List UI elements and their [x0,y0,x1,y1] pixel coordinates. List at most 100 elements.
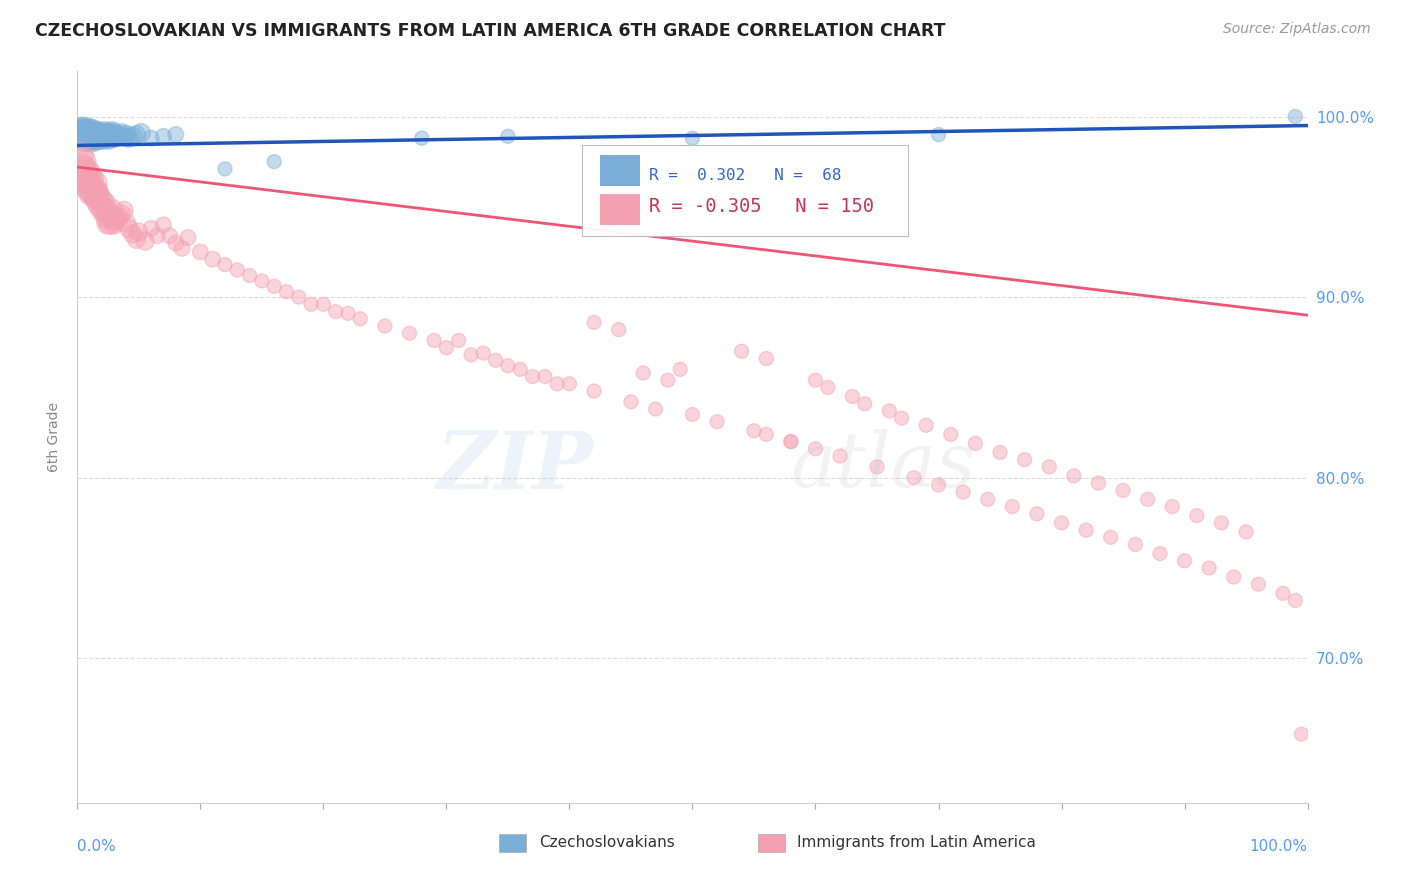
Point [915,418,938,433]
Point [620,395,643,409]
Text: Czechoslovakians: Czechoslovakians [538,835,675,849]
Point [75,131,97,145]
Point [73,163,96,178]
Point [76,126,98,140]
Point [70,160,93,174]
Point [1050,516,1073,530]
Point [485,353,508,368]
Point [100,216,122,230]
Point [94,203,117,218]
Point [1076,523,1098,537]
Point [1223,570,1246,584]
Point [939,427,962,442]
Point [1099,530,1122,544]
Point [952,485,974,500]
Bar [499,834,526,852]
Point [349,311,371,326]
Point [90,131,114,145]
Point [101,126,124,140]
Point [111,207,132,221]
Point [105,129,128,144]
Point [1284,593,1306,607]
Point [146,228,169,243]
Point [817,380,839,394]
Point [115,216,138,230]
Point [804,442,827,456]
Point [903,471,925,485]
Point [129,126,153,140]
Point [115,128,138,142]
Point [928,128,950,142]
Point [1198,561,1220,575]
Text: R = -0.305   N = 150: R = -0.305 N = 150 [650,196,875,216]
Point [165,235,187,250]
Point [121,227,143,241]
Point [134,234,156,248]
Point [1125,537,1147,551]
Point [83,129,105,144]
Point [79,128,101,142]
Point [86,126,108,140]
Point [682,408,704,422]
Point [436,341,458,355]
Point [75,172,97,186]
Point [84,191,107,205]
Point [288,290,311,304]
Point [1026,507,1049,521]
Point [101,211,124,225]
Point [90,200,112,214]
Point [103,218,125,232]
Point [1174,554,1197,568]
Point [165,128,187,142]
Point [374,318,396,333]
Text: Source: ZipAtlas.com: Source: ZipAtlas.com [1223,22,1371,37]
Point [89,129,111,144]
Point [82,131,104,145]
Point [82,177,104,191]
Point [398,326,420,341]
Point [98,128,121,142]
Point [70,126,93,140]
Point [558,376,581,391]
Point [988,445,1011,459]
Point [152,129,174,144]
Point [830,449,852,463]
Point [77,129,100,144]
Point [263,154,285,169]
Point [103,131,125,145]
Text: Immigrants from Latin America: Immigrants from Latin America [797,835,1036,849]
Point [101,203,124,218]
Point [522,369,544,384]
Text: atlas: atlas [792,429,976,503]
Point [1211,516,1233,530]
Point [97,131,120,145]
Point [644,402,666,417]
Point [141,131,163,145]
Point [86,186,108,200]
Point [804,373,827,387]
Point [263,279,285,293]
Point [928,478,950,492]
Text: 100.0%: 100.0% [1250,839,1308,855]
Point [496,129,519,144]
Point [70,154,93,169]
Point [93,196,115,211]
Point [1149,547,1171,561]
Point [90,128,112,142]
Point [866,459,889,474]
Point [69,128,91,142]
Point [96,211,118,225]
Point [534,369,557,384]
Point [177,230,200,244]
Point [72,167,94,181]
Point [423,334,446,348]
Point [755,351,778,366]
Point [780,434,803,449]
Point [1161,500,1184,514]
Point [583,384,606,398]
Point [94,128,117,142]
Point [742,424,765,438]
Point [152,218,174,232]
Text: ZIP: ZIP [437,427,595,505]
Point [108,128,131,142]
